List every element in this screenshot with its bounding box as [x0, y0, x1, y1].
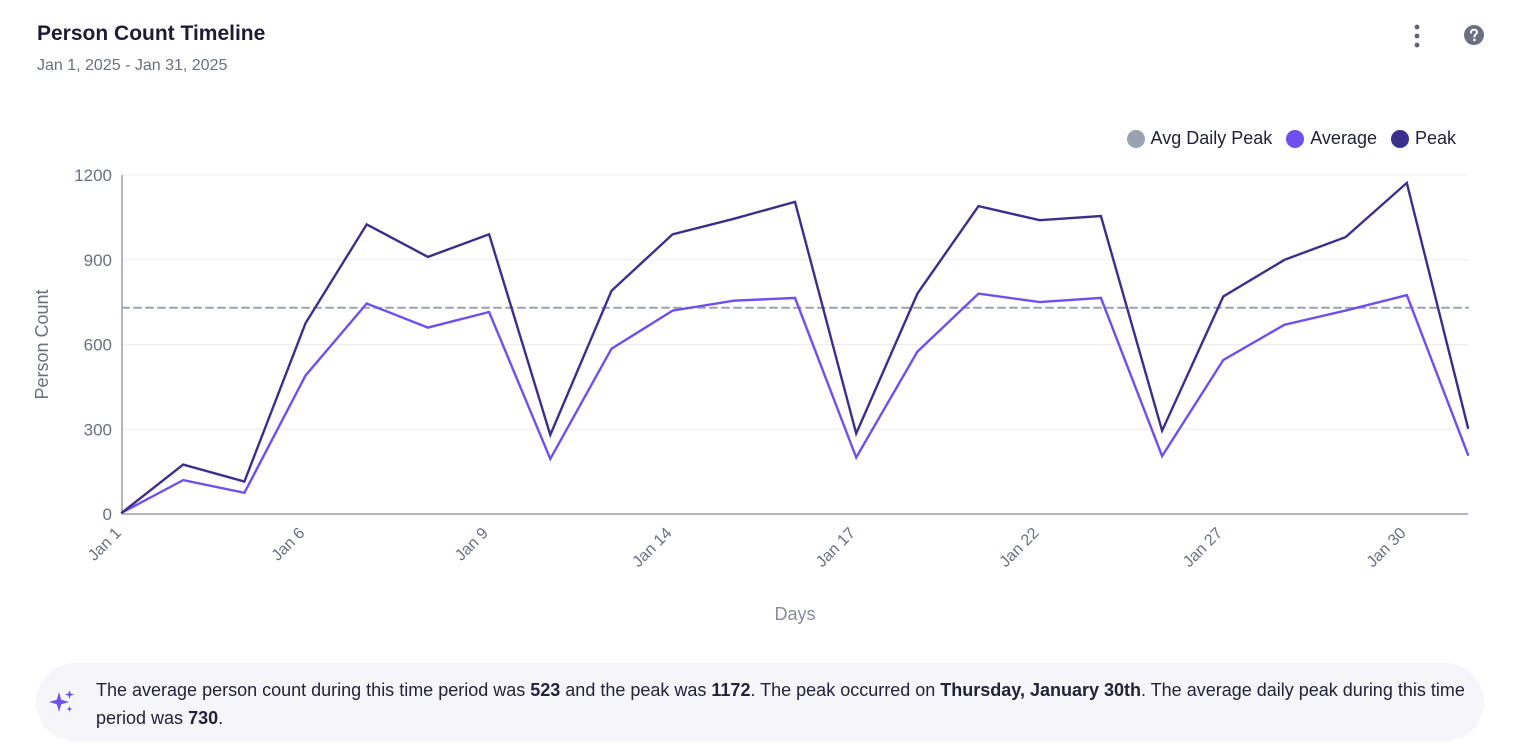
- insight-text-part: . The average daily peak during this tim…: [96, 680, 1465, 728]
- x-tick-label: Jan 1: [85, 525, 125, 565]
- y-tick-label: 1200: [74, 166, 112, 185]
- y-axis-label: Person Count: [32, 289, 52, 399]
- x-tick-label: Jan 6: [269, 525, 309, 565]
- legend-swatch: [1286, 129, 1305, 148]
- legend-item-average[interactable]: Average: [1286, 128, 1377, 149]
- series-peak-line: [120, 180, 1470, 514]
- more-vertical-icon: [1414, 24, 1420, 48]
- x-tick-label: Jan 22: [997, 525, 1043, 571]
- insight-text-part: .: [218, 708, 224, 728]
- insight-text-part: The average person count during this tim…: [96, 680, 531, 700]
- series-average-line: [120, 292, 1470, 514]
- date-range-subtitle: Jan 1, 2025 - Jan 31, 2025: [37, 57, 228, 74]
- x-tick-label: Jan 30: [1364, 525, 1410, 571]
- insight-text-part: and the peak was: [560, 680, 712, 700]
- legend-label: Peak: [1414, 128, 1456, 148]
- insight-peak-day: Thursday, January 30th: [940, 680, 1141, 700]
- insight-average-value: 523: [530, 680, 561, 700]
- x-tick-label: Jan 9: [452, 525, 492, 565]
- legend-label: Avg Daily Peak: [1150, 128, 1273, 148]
- legend-item-avg-daily-peak[interactable]: Avg Daily Peak: [1126, 128, 1273, 149]
- y-tick-label: 600: [84, 336, 112, 355]
- y-tick-label: 0: [103, 505, 112, 524]
- legend-swatch: [1126, 129, 1145, 148]
- legend-swatch: [1390, 129, 1409, 148]
- line-chart: 0 300 600 900 1200 Jan 1 Jan 6 Jan 9 Jan 14 Jan 1…: [32, 166, 1470, 624]
- page-title: Person Count Timeline: [37, 22, 266, 45]
- chart-legend: Avg Daily Peak Average Peak: [1126, 128, 1456, 149]
- help-circle-icon: [1464, 25, 1484, 45]
- y-tick-label: 900: [84, 251, 112, 270]
- insight-avg-daily-peak-value: 730: [188, 708, 219, 728]
- x-tick-label: Jan 27: [1180, 525, 1226, 571]
- legend-label: Average: [1310, 128, 1377, 148]
- insight-text-part: . The peak occurred on: [750, 680, 941, 700]
- x-tick-label: Jan 14: [629, 525, 675, 571]
- help-button[interactable]: [1463, 24, 1485, 46]
- x-tick-label: Jan 17: [813, 525, 859, 571]
- insight-text: The average person count during this tim…: [96, 676, 1466, 732]
- legend-item-peak[interactable]: Peak: [1390, 128, 1456, 149]
- more-options-button[interactable]: [1404, 22, 1430, 50]
- sparkles-icon: [49, 690, 74, 712]
- insight-peak-value: 1172: [711, 680, 751, 700]
- y-tick-label: 300: [84, 420, 112, 439]
- x-axis-label: Days: [774, 604, 815, 624]
- insight-banner: The average person count during this tim…: [36, 663, 1484, 741]
